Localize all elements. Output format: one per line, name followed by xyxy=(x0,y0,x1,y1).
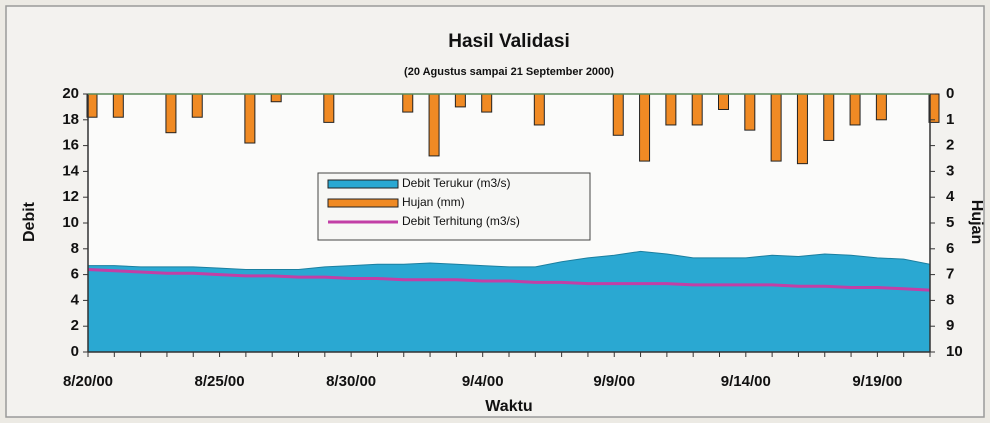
bar xyxy=(665,93,677,126)
x-tick-label: 9/4/00 xyxy=(462,373,504,390)
y2-tick-label: 10 xyxy=(946,343,963,360)
y2-tick-label: 1 xyxy=(946,111,954,128)
y2-tick-label: 3 xyxy=(946,162,954,179)
y-tick-label: 2 xyxy=(71,317,79,334)
legend-label: Debit Terhitung (m3/s) xyxy=(402,214,520,228)
legend-swatch xyxy=(327,198,399,208)
y2-tick-label: 5 xyxy=(946,214,954,231)
x-tick-label: 9/19/00 xyxy=(852,373,902,390)
legend-label: Debit Terukur (m3/s) xyxy=(402,176,510,190)
y2-tick-label: 2 xyxy=(946,137,954,154)
legend-label: Hujan (mm) xyxy=(402,195,465,209)
y2-tick-label: 4 xyxy=(946,188,955,205)
y-tick-label: 20 xyxy=(62,85,79,102)
y2-tick-label: 7 xyxy=(946,266,954,283)
bar xyxy=(270,93,282,103)
x-tick-label: 8/20/00 xyxy=(63,373,113,390)
bar xyxy=(533,93,545,126)
bar xyxy=(612,93,624,136)
bar xyxy=(428,93,440,157)
y-tick-label: 12 xyxy=(62,188,79,205)
y-tick-label: 8 xyxy=(71,240,79,257)
x-tick-label: 9/9/00 xyxy=(593,373,635,390)
chart-subtitle: (20 Agustus sampai 21 September 2000) xyxy=(404,66,614,78)
bar xyxy=(718,93,729,110)
line xyxy=(87,267,931,292)
x-tick-label: 9/14/00 xyxy=(721,373,771,390)
y2-tick-label: 9 xyxy=(946,317,954,334)
y-axis-label: Debit xyxy=(21,201,38,242)
bar xyxy=(770,93,782,162)
y-tick-label: 14 xyxy=(62,162,79,179)
bar xyxy=(481,93,493,113)
y-tick-label: 0 xyxy=(71,343,79,360)
y2-tick-label: 8 xyxy=(946,291,954,308)
y2-axis-label: Hujan xyxy=(968,200,985,244)
bar xyxy=(165,93,177,134)
chart-title: Hasil Validasi xyxy=(448,31,569,52)
bar xyxy=(823,93,835,141)
bar xyxy=(454,93,466,108)
x-tick-label: 8/25/00 xyxy=(195,373,245,390)
y2-tick-label: 0 xyxy=(946,85,954,102)
bar xyxy=(691,93,703,126)
y2-tick-label: 6 xyxy=(946,240,954,257)
y-tick-label: 6 xyxy=(71,266,79,283)
bar xyxy=(744,93,756,131)
bar xyxy=(191,93,203,118)
bar xyxy=(402,93,414,113)
bar xyxy=(796,93,808,165)
bar xyxy=(244,93,256,144)
bar xyxy=(639,93,651,162)
legend-swatch xyxy=(327,179,399,189)
bar xyxy=(323,93,335,123)
x-tick-label: 8/30/00 xyxy=(326,373,376,390)
y-tick-label: 16 xyxy=(62,137,79,154)
bar xyxy=(875,93,887,121)
bar xyxy=(112,93,124,118)
y-tick-label: 18 xyxy=(62,111,79,128)
y-tick-label: 10 xyxy=(62,214,79,231)
y-tick-label: 4 xyxy=(71,291,80,308)
bar xyxy=(849,93,861,126)
x-axis-label: Waktu xyxy=(485,398,532,415)
